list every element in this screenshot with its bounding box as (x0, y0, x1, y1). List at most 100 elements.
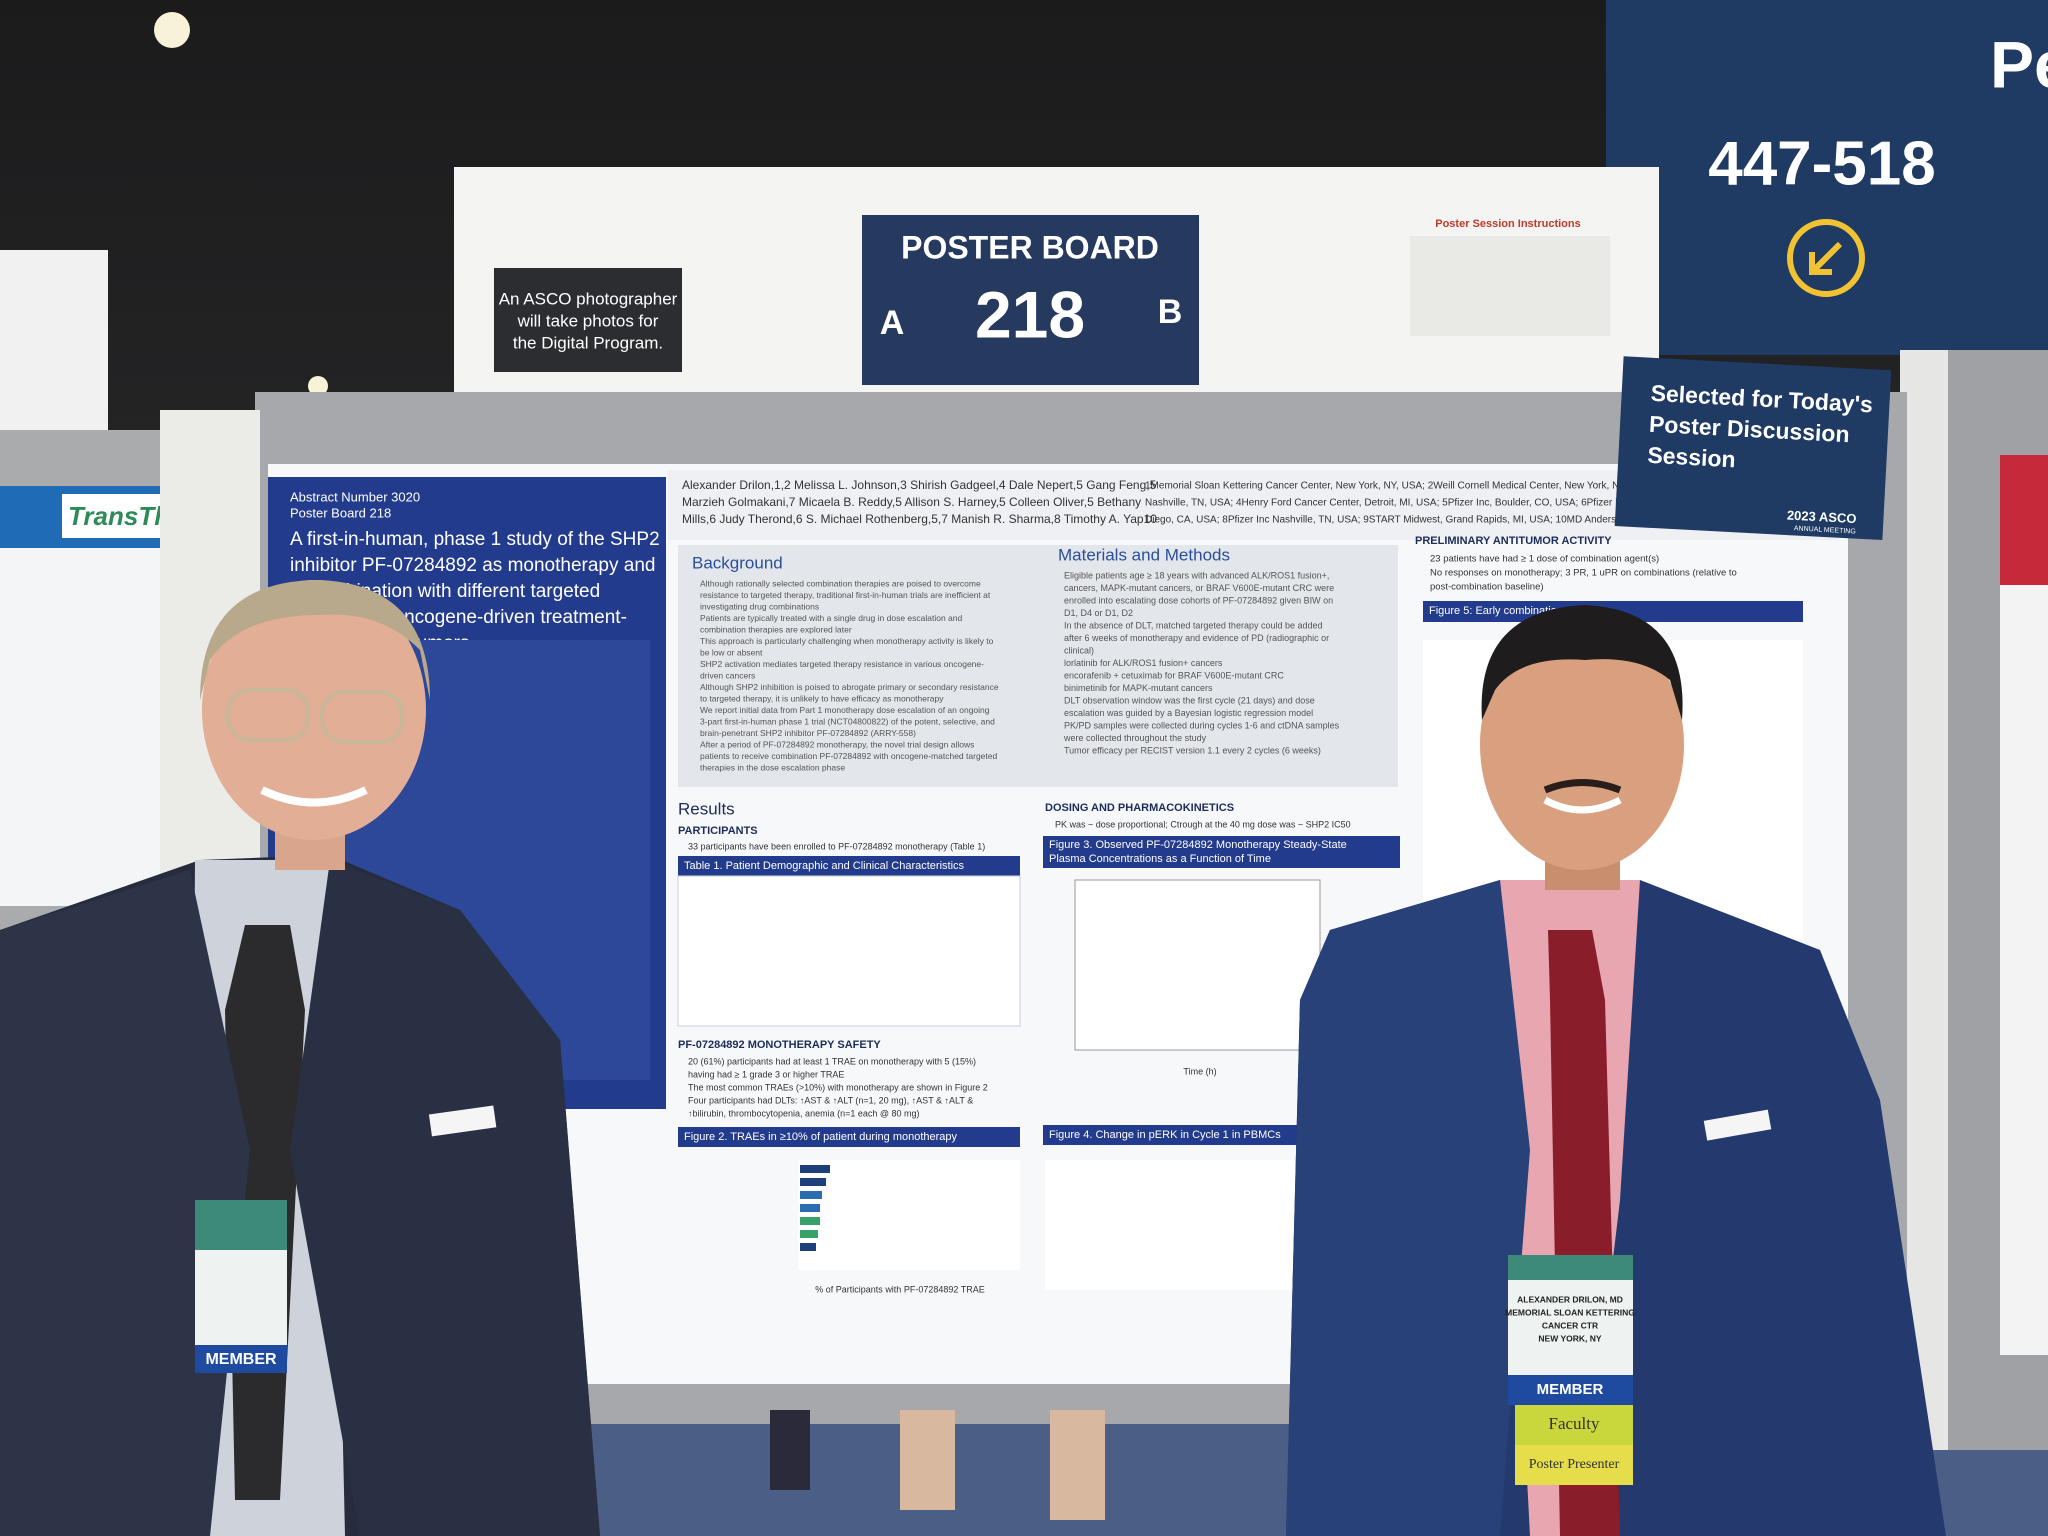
text-line: to targeted therapy, it is unlikely to h… (700, 693, 944, 703)
board-number: 218 (975, 277, 1085, 351)
subsection-title: PF-07284892 MONOTHERAPY SAFETY (678, 1039, 881, 1051)
text-line: A first-in-human, phase 1 study of the S… (290, 529, 660, 550)
neighbor-poster (2000, 455, 2048, 1355)
text-line: patients to receive combination PF-07284… (700, 751, 997, 761)
text-line: after 6 weeks of monotherapy and evidenc… (1064, 633, 1329, 643)
text-line: ALEXANDER DRILON, MD (1517, 1294, 1623, 1304)
board-label: POSTER BOARD (901, 229, 1159, 265)
subsection-title: PRELIMINARY ANTITUMOR ACTIVITY (1415, 535, 1612, 547)
abstract-number: Abstract Number 3020 (290, 489, 420, 504)
pocket-square (1703, 1109, 1772, 1141)
text-line: therapies in the dose escalation phase (700, 762, 845, 772)
text-line: Four participants had DLTs: ↑AST & ↑ALT … (688, 1095, 973, 1105)
background-person (1050, 1410, 1105, 1520)
discussion-sign (1614, 356, 1892, 541)
text-line: Alexander Drilon,1,2 Melissa L. Johnson,… (682, 478, 1157, 492)
instructions-text (1410, 236, 1610, 336)
left-badge-stripe (195, 1200, 287, 1250)
banner-range: 447-518 (1708, 129, 1936, 198)
ceiling-light (308, 376, 328, 396)
text-line: Diego, CA, USA; 8Pfizer Inc Nashville, T… (1145, 515, 1627, 526)
text-line: An ASCO photographer (499, 289, 678, 308)
left-person-face (202, 580, 426, 840)
figure-header (1043, 1125, 1311, 1145)
arrow-icon (1787, 219, 1865, 297)
text-line: 33 participants have been enrolled to PF… (688, 841, 985, 851)
safety-text: 20 (61%) participants had at least 1 TRA… (688, 1056, 988, 1118)
right-person-face (1480, 620, 1684, 870)
badge-member: MEMBER (205, 1351, 277, 1368)
text-line: Eligible patients age ≥ 18 years with ad… (1064, 570, 1329, 580)
text-line: binimetinib for MAPK-mutant cancers (1064, 683, 1213, 693)
left-person-lapel (290, 860, 600, 1536)
right-badge-member (1508, 1375, 1633, 1405)
text-line: SHP2 activation mediates targeted therap… (700, 659, 984, 669)
table (677, 875, 1021, 1027)
background-person (770, 1410, 810, 1490)
text-line: enrolled into escalating dose cohorts of… (1064, 595, 1333, 605)
photographer-box (494, 268, 682, 372)
authors: Alexander Drilon,1,2 Melissa L. Johnson,… (682, 478, 1157, 526)
intro-panel (678, 545, 1398, 787)
poster-board-number: Poster Board 218 (290, 505, 391, 520)
text-line: inhibitor PF-07284892 as monotherapy and (290, 555, 655, 576)
figure-title: Figure 4. Change in pERK in Cycle 1 in P… (1049, 1129, 1281, 1141)
text-line: Session (1647, 442, 1736, 473)
banner-partial: Pe (1990, 27, 2048, 101)
neighbor-header (2000, 455, 2048, 585)
text-line: DLT observation window was the first cyc… (1064, 695, 1315, 705)
figure-title: Figure 2. TRAEs in ≥10% of patient durin… (684, 1131, 958, 1143)
board-post (1900, 350, 1948, 1450)
chart-bar (800, 1178, 826, 1186)
text-line: clinical) (1064, 645, 1094, 655)
text-line: Tumor efficacy per RECIST version 1.1 ev… (1064, 745, 1321, 755)
text-line: 20 (61%) participants had at least 1 TRA… (688, 1056, 976, 1066)
right-badge-stripe (1508, 1255, 1633, 1280)
text-line: were collected throughout the study (1063, 733, 1207, 743)
instructions-title: Poster Session Instructions (1435, 218, 1580, 230)
text-line: ↑bilirubin, thrombocytopenia, anemia (n=… (688, 1108, 920, 1118)
text-line: 23 patients have had ≥ 1 dose of combina… (1430, 554, 1659, 565)
role-ribbon (1515, 1405, 1633, 1445)
text-line: CANCER CTR (1542, 1320, 1598, 1330)
photographer-note: An ASCO photographer will take photos for… (499, 289, 678, 352)
left-badge-member (195, 1345, 287, 1373)
table-header (678, 856, 1020, 876)
text-line: cancers, MAPK-mutant cancers, or BRAF V6… (1064, 583, 1334, 593)
text-line: be low or absent (700, 647, 763, 657)
text-line: the Digital Program. (513, 333, 663, 352)
section-title: Materials and Methods (1058, 545, 1230, 564)
text-line: NEW YORK, NY (1538, 1333, 1601, 1343)
section-title: Background (692, 553, 783, 572)
background-text: Although rationally selected combination… (700, 578, 999, 772)
side-b: B (1158, 293, 1183, 331)
text-line: No responses on monotherapy; 3 PR, 1 uPR… (1430, 568, 1737, 579)
text-line: having had ≥ 1 grade 3 or higher TRAE (688, 1069, 844, 1079)
chart-bar (800, 1191, 822, 1199)
text-line: PK/PD samples were collected during cycl… (1064, 720, 1340, 730)
figure-title: Figure 3. Observed PF-07284892 Monothera… (1049, 839, 1347, 865)
antitumor-text: 23 patients have had ≥ 1 dose of combina… (1430, 554, 1737, 593)
meeting-logo: 2023 ASCO (1787, 507, 1857, 526)
methods-text: Eligible patients age ≥ 18 years with ad… (1063, 570, 1340, 755)
neighbor-poster (0, 486, 186, 906)
table-title: Table 1. Patient Demographic and Clinica… (684, 860, 965, 872)
left-person-glasses (226, 688, 310, 742)
axis-title: % of Participants with PF-07284892 TRAE (815, 1284, 984, 1294)
chart-bar (800, 1165, 830, 1173)
subsection-title: PARTICIPANTS (678, 825, 758, 837)
background-person (900, 1410, 955, 1510)
text-line: encorafenib + cetuximab for BRAF V600E-m… (1064, 670, 1284, 680)
participants-text: 33 participants have been enrolled to PF… (688, 841, 985, 851)
chart-bar (800, 1243, 816, 1251)
text-line: PK was ~ dose proportional; Ctrough at t… (1055, 819, 1351, 829)
right-person-hair (1481, 605, 1683, 720)
text-line: Nashville, TN, USA; 4Henry Ford Cancer C… (1145, 498, 1628, 509)
text-line: In the absence of DLT, matched targeted … (1064, 620, 1323, 630)
text-line: D1, D4 or D1, D2 (1064, 608, 1133, 618)
figure-area (1045, 1160, 1305, 1290)
text-line: The most common TRAEs (>10%) with monoth… (688, 1082, 988, 1092)
right-person-lapel (1286, 880, 1530, 1536)
